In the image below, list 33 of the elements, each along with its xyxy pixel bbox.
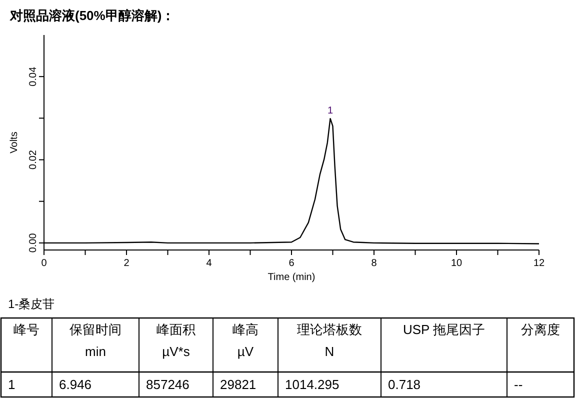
x-tick-label: 2 <box>124 258 130 269</box>
y-axis-title: Volts <box>9 132 20 154</box>
text: 保留时间 <box>70 322 122 337</box>
text: 1014.295 <box>285 377 340 392</box>
text: 857246 <box>146 377 190 392</box>
text: USP 拖尾因子 <box>402 322 486 337</box>
text: 1 <box>8 377 16 392</box>
chart-title: 对照品溶液(50%甲醇溶解)： <box>9 8 175 23</box>
x-tick-label: 8 <box>371 258 378 269</box>
text: 1-桑皮苷 <box>8 297 55 311</box>
text: -- <box>514 377 523 392</box>
text: min <box>85 344 106 359</box>
y-tick-label: 0.02 <box>28 150 39 170</box>
text: 峰高 <box>232 322 258 337</box>
y-tick-label: 0.00 <box>28 232 39 253</box>
text: N <box>324 344 334 359</box>
annotation: 1 <box>327 106 334 117</box>
text: 峰号 <box>14 322 40 337</box>
x-tick-label: 12 <box>533 258 545 269</box>
text: µV <box>237 344 254 359</box>
x-tick-label: 6 <box>288 258 295 269</box>
x-axis-title: Time (min) <box>268 272 316 283</box>
text: 分离度 <box>521 322 560 337</box>
x-tick-label: 4 <box>206 258 212 269</box>
x-tick-label: 0 <box>41 258 48 269</box>
x-tick-label: 10 <box>450 258 462 269</box>
text: 理论塔板数 <box>297 322 362 337</box>
text: 0.718 <box>388 377 421 392</box>
text: µV*s <box>162 344 190 359</box>
text: 峰面积 <box>156 322 196 337</box>
y-tick-label: 0.04 <box>28 66 39 86</box>
text: 6.946 <box>59 377 92 392</box>
text: 29821 <box>220 377 256 392</box>
